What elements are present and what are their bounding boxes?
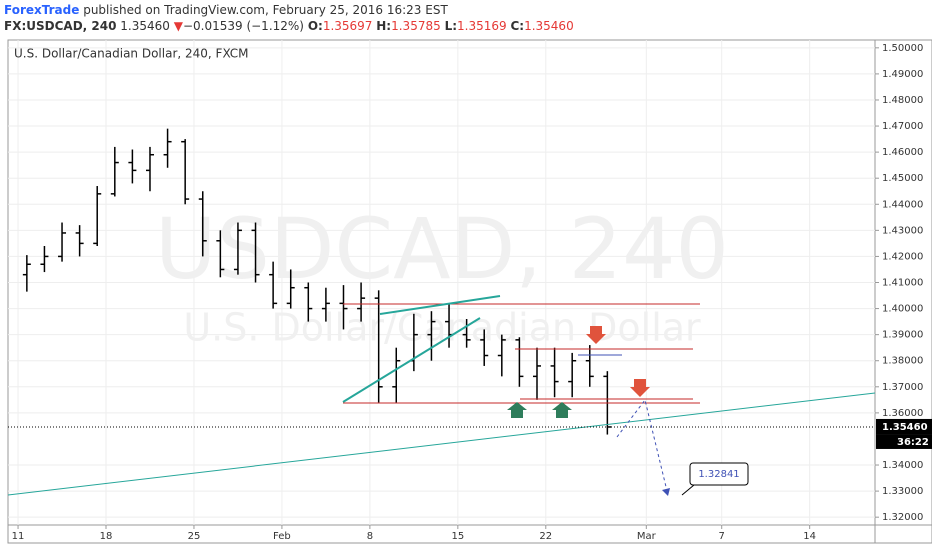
x-tick-label: Feb	[273, 531, 291, 542]
countdown-tag	[876, 434, 932, 449]
y-tick-label: 1.33000	[882, 486, 923, 497]
y-tick-label: 1.34000	[882, 460, 923, 471]
watermark-subtitle: U.S. Dollar/Canadian Dollar	[183, 306, 701, 350]
y-tick-label: 1.47000	[882, 121, 923, 132]
x-tick-label: 8	[367, 531, 373, 542]
low-label: L:	[445, 19, 457, 33]
open-label: O:	[308, 19, 323, 33]
callout-text: 1.32841	[698, 469, 739, 480]
x-tick-label: Mar	[637, 531, 657, 542]
published: published on TradingView.com, February 2…	[83, 3, 448, 17]
projection-arrowhead	[662, 488, 670, 496]
y-tick-label: 1.41000	[882, 278, 923, 289]
up-arrow	[507, 402, 527, 418]
frame	[7, 39, 932, 544]
x-tick-label: 18	[100, 531, 113, 542]
change: −0.01539 (−1.12%)	[183, 19, 304, 33]
y-tick-label: 1.49000	[882, 69, 923, 80]
callout-pointer	[681, 484, 695, 496]
header: ForexTrade published on TradingView.com,…	[4, 3, 448, 17]
last: 1.35460	[120, 19, 170, 33]
y-tick-label: 1.43000	[882, 225, 923, 236]
countdown-label: 36:22	[897, 437, 929, 448]
y-tick-label: 1.50000	[882, 43, 923, 54]
x-tick-label: 25	[188, 531, 201, 542]
low: 1.35169	[457, 19, 507, 33]
y-tick-label: 1.32000	[882, 512, 923, 523]
direction: ▼	[174, 19, 184, 33]
close-label: C:	[510, 19, 524, 33]
y-tick-label: 1.45000	[882, 173, 923, 184]
x-tick-label: 7	[719, 531, 725, 542]
y-tick-label: 1.40000	[882, 304, 923, 315]
trend-line	[7, 392, 876, 496]
y-tick-label: 1.37000	[882, 382, 923, 393]
y-tick-label: 1.39000	[882, 330, 923, 341]
wedge-line	[342, 317, 481, 403]
y-tick-label: 1.38000	[882, 356, 923, 367]
down-arrow	[586, 326, 606, 344]
y-tick-label: 1.36000	[882, 408, 923, 419]
watermark: USDCAD, 240	[155, 200, 729, 298]
callout-box	[689, 462, 749, 486]
y-tick-label: 1.42000	[882, 251, 923, 262]
y-tick-label: 1.46000	[882, 147, 923, 158]
last-price-label: 1.35460	[882, 422, 928, 433]
quote-line: FX:USDCAD, 240 1.35460 ▼−0.01539 (−1.12%…	[4, 19, 574, 33]
chart-title: U.S. Dollar/Canadian Dollar, 240, FXCM	[14, 47, 249, 61]
drawings: 1.32841	[7, 295, 876, 496]
publisher[interactable]: ForexTrade	[4, 3, 79, 17]
x-tick-label: 14	[803, 531, 816, 542]
axes: 1.32000 1.33000 1.34000 1.36000 1.37000 1.380…	[8, 43, 932, 542]
high-label: H:	[376, 19, 391, 33]
close: 1.35460	[524, 19, 574, 33]
down-arrow	[630, 379, 650, 397]
symbol: FX:USDCAD, 240	[4, 19, 116, 33]
up-arrow	[552, 402, 572, 418]
y-tick-label: 1.48000	[882, 95, 923, 106]
x-tick-label: 11	[12, 531, 25, 542]
high: 1.35785	[391, 19, 441, 33]
y-tick-label: 1.44000	[882, 199, 923, 210]
wedge-line	[379, 295, 501, 315]
x-tick-label: 22	[539, 531, 552, 542]
open: 1.35697	[323, 19, 373, 33]
x-tick-label: 15	[451, 531, 464, 542]
last-price-tag	[876, 418, 932, 435]
grid	[8, 40, 875, 525]
